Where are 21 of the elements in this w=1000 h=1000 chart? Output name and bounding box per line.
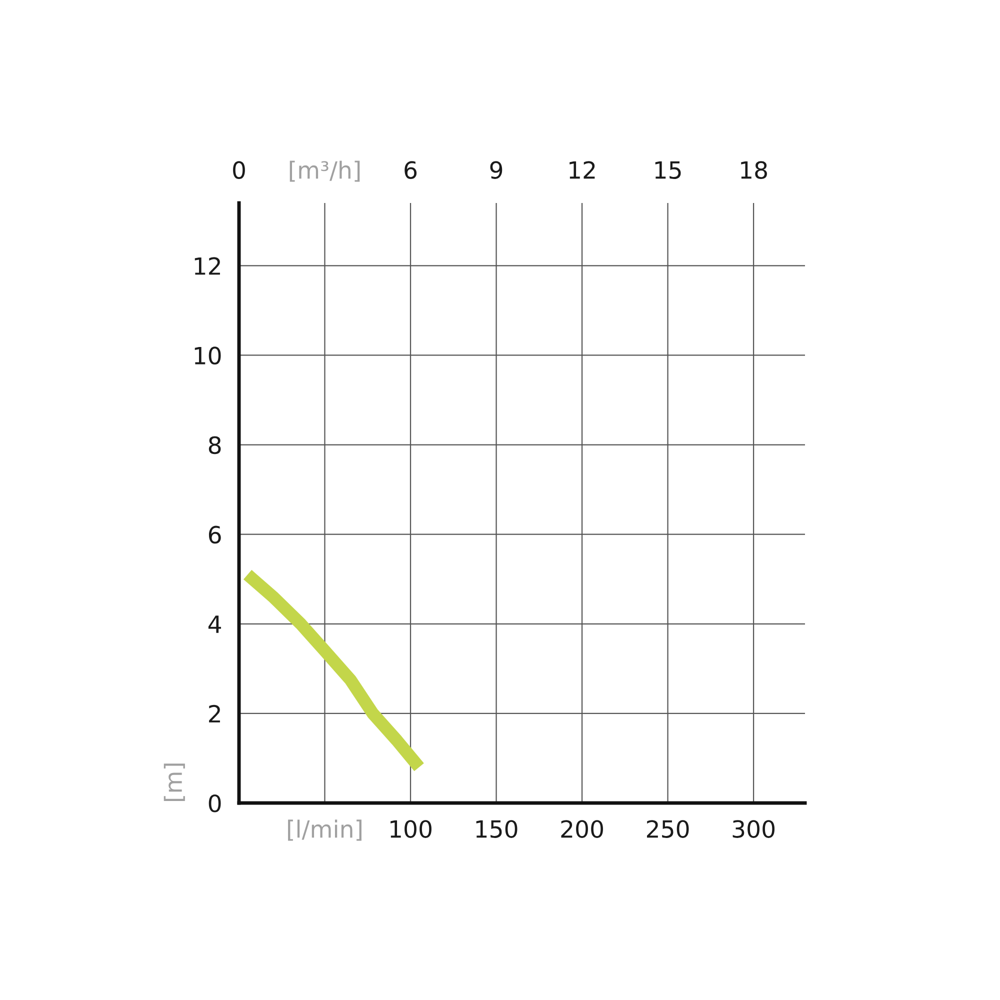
x-tick-label: [l/min] <box>288 820 362 841</box>
x2-tick-label: 12 <box>570 161 595 179</box>
y-tick-label: 10 <box>194 346 221 365</box>
x-tick-label: 100 <box>390 820 432 838</box>
x2-tick-label: 6 <box>404 161 417 179</box>
x-tick-label: 150 <box>476 820 518 838</box>
x2-tick-label: 9 <box>490 161 502 179</box>
x-tick-label: 300 <box>732 820 775 838</box>
x-tick-label: 200 <box>561 820 603 838</box>
y-tick-label: 12 <box>194 257 220 275</box>
x2-tick-label: 0 <box>233 161 245 179</box>
x-tick-label: 250 <box>646 820 689 838</box>
x2-tick-label: 15 <box>655 161 681 179</box>
x2-tick-label: 18 <box>741 161 767 179</box>
y-tick-label: 4 <box>208 616 222 633</box>
x2-tick-label: [m³/h] <box>290 160 360 182</box>
y-tick-label: 8 <box>208 436 221 454</box>
y-tick-label: 2 <box>209 704 220 722</box>
y-axis-title: [m] <box>164 764 185 801</box>
y-tick-label: 0 <box>208 794 221 812</box>
y-tick-label: 6 <box>208 526 221 544</box>
